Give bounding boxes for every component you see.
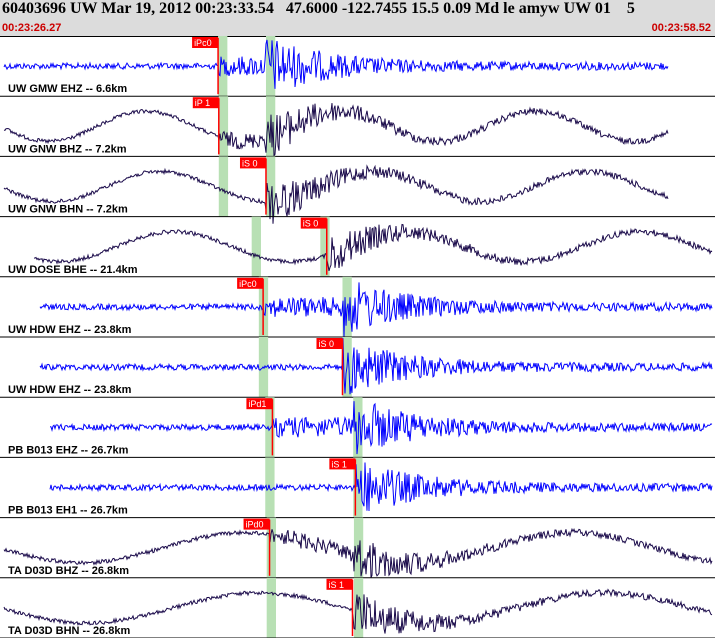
channel-label-4: UW HDW EHZ -- 23.8km <box>8 324 132 336</box>
event-header: 60403696 UW Mar 19, 2012 00:23:33.54 47.… <box>0 0 715 37</box>
time-window-0-0 <box>218 36 228 97</box>
pick-label-0-0: iPc0 <box>194 38 212 48</box>
pick-flag-3-0 <box>300 217 327 229</box>
pick-flag-2-0 <box>239 157 266 169</box>
pick-flag-0-0 <box>192 37 219 48</box>
end-time-label: 00:23:58.52 <box>651 22 711 34</box>
pick-flag-4-0 <box>237 277 264 289</box>
trace-3 <box>33 223 713 272</box>
time-window-2-0 <box>218 156 229 217</box>
trace-6 <box>49 401 713 455</box>
channel-label-1: UW GNW BHZ -- 7.2km <box>8 143 127 155</box>
time-window-3-1 <box>320 216 330 277</box>
channel-label-2: UW GNW BHN -- 7.2km <box>8 204 128 216</box>
channel-label-6: PB B013 EHZ -- 26.7km <box>8 444 129 456</box>
trace-5 <box>39 338 713 395</box>
channel-label-0: UW GMW EHZ -- 6.6km <box>8 83 127 95</box>
pick-flag-9-0 <box>326 578 353 590</box>
time-window-1-0 <box>218 96 229 157</box>
channel-label-9: TA D03D BHN -- 26.8km <box>8 625 130 637</box>
start-time-label: 00:23:26.27 <box>2 22 62 34</box>
pick-label-6-0: iPd1 <box>248 399 266 409</box>
trace-7 <box>49 462 713 512</box>
pick-label-7-0: iS 1 <box>331 459 347 469</box>
pick-flag-7-0 <box>329 458 356 470</box>
seismogram-panel[interactable]: iPc0 UW GMW EHZ -- 6.6km iP 1 UW GNW BHZ --… <box>0 36 715 638</box>
channel-label-3: UW DOSE BHE -- 21.4km <box>8 264 138 276</box>
pick-label-3-0: iS 0 <box>303 219 319 229</box>
pick-flag-5-0 <box>316 338 343 349</box>
trace-0 <box>3 39 669 89</box>
time-window-3-0 <box>251 216 261 277</box>
channel-label-5: UW HDW EHZ -- 23.8km <box>8 384 132 396</box>
trace-4 <box>39 282 713 337</box>
pick-label-4-0: iPc0 <box>239 279 257 289</box>
time-window-2-1 <box>265 156 276 217</box>
trace-9 <box>3 588 713 634</box>
pick-flag-8-0 <box>243 518 270 530</box>
time-window-6-0 <box>265 397 275 458</box>
pick-label-9-0: iS 1 <box>328 580 344 590</box>
channel-label-8: TA D03D BHZ -- 26.8km <box>8 565 129 577</box>
channel-label-7: PB B013 EH1 -- 26.7km <box>8 505 128 517</box>
trace-1 <box>3 103 669 157</box>
event-summary: 60403696 UW Mar 19, 2012 00:23:33.54 47.… <box>2 0 635 17</box>
time-window-8-0 <box>266 517 276 578</box>
trace-8 <box>3 527 713 578</box>
time-window-6-1 <box>353 397 363 458</box>
pick-flag-6-0 <box>246 398 273 410</box>
time-window-7-1 <box>353 457 363 518</box>
pick-label-8-0: iPd0 <box>246 520 264 530</box>
time-window-9-0 <box>266 577 276 638</box>
pick-label-1-0: iP 1 <box>195 98 210 108</box>
pick-flag-1-0 <box>192 97 219 109</box>
trace-2 <box>3 164 669 224</box>
pick-label-2-0: iS 0 <box>242 158 258 168</box>
pick-label-5-0: iS 0 <box>318 339 334 349</box>
